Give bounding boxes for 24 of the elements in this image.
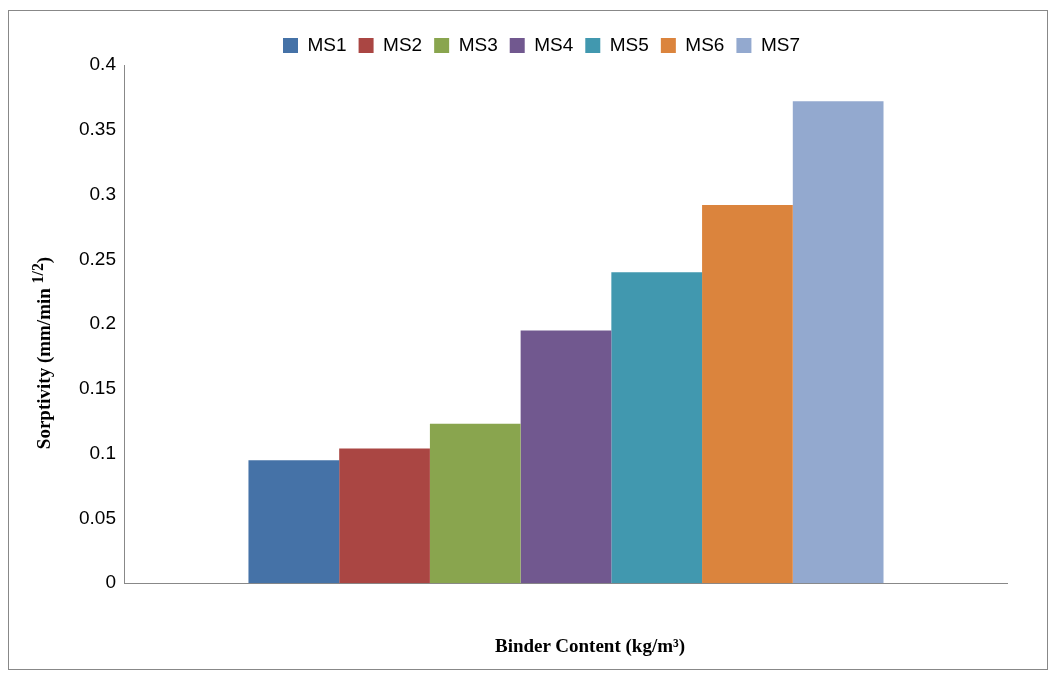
- y-tick-label: 0.05: [79, 506, 116, 528]
- bar: [520, 330, 612, 584]
- y-tick-label: 0.3: [89, 182, 116, 204]
- y-tick-label: 0: [105, 571, 116, 593]
- bar: [339, 448, 430, 584]
- bar: [429, 423, 521, 584]
- legend-label: MS2: [383, 33, 423, 55]
- legend-label: MS3: [458, 33, 498, 55]
- y-tick-label: 0.4: [89, 53, 117, 75]
- bar: [702, 204, 793, 584]
- y-tick-label: 0.15: [79, 377, 116, 399]
- legend-label: MS4: [534, 33, 574, 55]
- y-tick-label: 0.35: [79, 118, 116, 140]
- y-tick-label: 0.25: [79, 247, 116, 269]
- y-tick-label: 0.2: [89, 312, 116, 334]
- legend-label: MS1: [307, 33, 347, 55]
- bar: [792, 101, 884, 584]
- bar: [611, 272, 703, 584]
- legend-label: MS5: [609, 33, 649, 55]
- x-axis-title: Binder Content (kg/m³): [494, 635, 686, 657]
- y-tick-label: 0.1: [89, 441, 116, 463]
- legend-label: MS7: [760, 33, 800, 55]
- legend-label: MS6: [685, 33, 725, 55]
- bar: [248, 460, 340, 584]
